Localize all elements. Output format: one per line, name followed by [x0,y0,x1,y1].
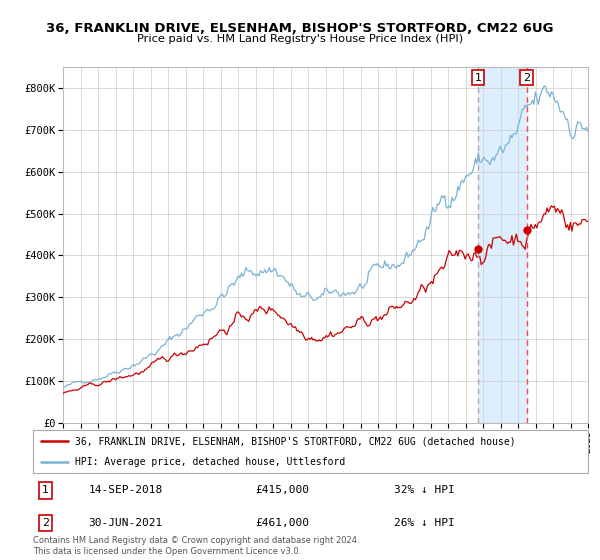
Text: 32% ↓ HPI: 32% ↓ HPI [394,486,455,496]
Text: HPI: Average price, detached house, Uttlesford: HPI: Average price, detached house, Uttl… [74,458,345,467]
Bar [478,67,527,423]
Text: Price paid vs. HM Land Registry's House Price Index (HPI): Price paid vs. HM Land Registry's House … [137,34,463,44]
Text: Contains HM Land Registry data © Crown copyright and database right 2024.
This d: Contains HM Land Registry data © Crown c… [33,536,359,556]
Text: 30-JUN-2021: 30-JUN-2021 [89,518,163,528]
Text: 1: 1 [475,73,481,82]
Text: 1: 1 [42,486,49,496]
Text: 36, FRANKLIN DRIVE, ELSENHAM, BISHOP'S STORTFORD, CM22 6UG (detached house): 36, FRANKLIN DRIVE, ELSENHAM, BISHOP'S S… [74,436,515,446]
Text: 14-SEP-2018: 14-SEP-2018 [89,486,163,496]
Text: 26% ↓ HPI: 26% ↓ HPI [394,518,455,528]
Text: £461,000: £461,000 [255,518,309,528]
Text: 2: 2 [523,73,530,82]
Text: 36, FRANKLIN DRIVE, ELSENHAM, BISHOP'S STORTFORD, CM22 6UG: 36, FRANKLIN DRIVE, ELSENHAM, BISHOP'S S… [46,22,554,35]
Text: 2: 2 [41,518,49,528]
Text: £415,000: £415,000 [255,486,309,496]
